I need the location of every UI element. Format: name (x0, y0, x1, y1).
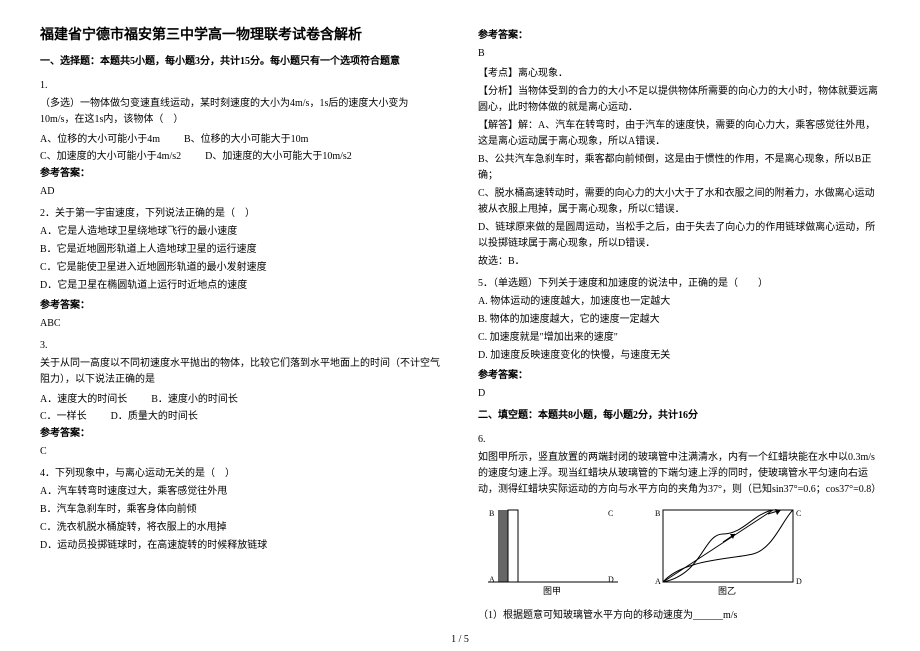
q3-ans-label: 参考答案： (40, 426, 442, 442)
q5-optD: D. 加速度反映速度变化的快慢，与速度无关 (478, 348, 880, 364)
q4-guxuan: 故选：B． (478, 254, 880, 270)
q5-optA: A. 物体运动的速度越大，加速度也一定越大 (478, 294, 880, 310)
q3-optC: C．一样长 (40, 407, 87, 422)
fig-label-B: B (489, 509, 494, 518)
section2-heading: 二、填空题：本题共8小题，每小题2分，共计16分 (478, 408, 880, 424)
q3-num: 3. (40, 338, 442, 354)
q3-optA: A．速度大的时间长 (40, 390, 127, 405)
q2-ans-label: 参考答案： (40, 298, 442, 314)
q2-optB: B．它是近地圆形轨道上人造地球卫星的运行速度 (40, 242, 442, 258)
fig-label-D: D (608, 575, 614, 584)
q5-optC: C. 加速度就是"增加出来的速度" (478, 330, 880, 346)
q4-jieda-a: 【解答】解：A、汽车在转弯时，由于汽车的速度快，需要的向心力大，乘客感觉往外甩，… (478, 118, 880, 150)
q5-optB: B. 物体的加速度越大，它的速度一定越大 (478, 312, 880, 328)
q4-ans: B (478, 46, 880, 62)
q4-optA: A．汽车转弯时速度过大，乘客感觉往外甩 (40, 484, 442, 500)
q6-stem: 如图甲所示，竖直放置的两端封闭的玻璃管中注满清水，内有一个红蜡块能在水中以0.3… (478, 450, 880, 498)
q3-stem: 关于从同一高度以不同初速度水平抛出的物体，比较它们落到水平地面上的时间（不计空气… (40, 356, 442, 388)
q1-optC: C、加速度的大小可能小于4m/s2 (40, 147, 181, 162)
q1-optD: D、加速度的大小可能大于10m/s2 (205, 147, 352, 162)
fig-label-A: A (489, 575, 495, 584)
q1-ans: AD (40, 184, 442, 200)
q4-jieda-d: D、链球原来做的是圆周运动，当松手之后，由于失去了向心力的作用链球做离心运动，所… (478, 220, 880, 252)
q6-num: 6. (478, 432, 880, 448)
q4-optD: D．运动员投掷链球时，在高速旋转的时候释放链球 (40, 538, 442, 554)
q5-stem: 5．（单选题）下列关于速度和加速度的说法中，正确的是（ ） (478, 276, 880, 292)
fig-label-C: C (608, 509, 613, 518)
q2-optD: D．它是卫星在椭圆轨道上运行时近地点的速度 (40, 278, 442, 294)
fig2-label-D: D (796, 577, 802, 586)
q4-jieda-c: C、脱水桶高速转动时，需要的向心力的大小大于了水和衣服之间的附着力，水做离心运动… (478, 186, 880, 218)
fig-caption-yi: 图乙 (718, 586, 736, 596)
q4-fenxi: 【分析】当物体受到的合力的大小不足以提供物体所需要的向心力的大小时，物体就要远离… (478, 84, 880, 116)
q3-ans: C (40, 444, 442, 460)
q1-stem: （多选）一物体做匀变速直线运动，某时刻速度的大小为4m/s，1s后的速度大小变为… (40, 96, 442, 128)
q3-optD: D．质量大的时间长 (111, 407, 198, 422)
q1-ans-label: 参考答案： (40, 166, 442, 182)
q2-stem: 2．关于第一宇宙速度，下列说法正确的是（ ） (40, 206, 442, 222)
q4-kaodian: 【考点】离心现象． (478, 66, 880, 82)
q1-num: 1. (40, 78, 442, 94)
q4-stem: 4．下列现象中，与离心运动无关的是（ ） (40, 466, 442, 482)
q1-optA: A、位移的大小可能小于4m (40, 130, 160, 145)
q5-ans: D (478, 386, 880, 402)
fig2-label-A: A (655, 577, 661, 586)
section1-heading: 一、选择题：本题共5小题，每小题3分，共计15分。每小题只有一个选项符合题意 (40, 54, 442, 70)
q4-ans-label: 参考答案： (478, 28, 880, 44)
q4-optB: B．汽车急刹车时，乘客身体向前倾 (40, 502, 442, 518)
q2-ans: ABC (40, 316, 442, 332)
q2-optC: C．它是能使卫星进入近地圆形轨道的最小发射速度 (40, 260, 442, 276)
page-number: 1 / 5 (0, 634, 920, 645)
q6-sub1: （1）根据题意可知玻璃管水平方向的移动速度为______m/s (478, 608, 880, 624)
q4-optC: C．洗衣机脱水桶旋转，将衣服上的水甩掉 (40, 520, 442, 536)
q3-optB: B．速度小的时间长 (151, 390, 238, 405)
q2-optA: A．它是人造地球卫星绕地球飞行的最小速度 (40, 224, 442, 240)
q6-figure: B A C D 图甲 B A (478, 504, 880, 602)
page-title: 福建省宁德市福安第三中学高一物理联考试卷含解析 (40, 24, 442, 44)
q4-jieda-b: B、公共汽车急刹车时，乘客都向前倾倒，这是由于惯性的作用，不是离心现象，所以B正… (478, 152, 880, 184)
fig-caption-jia: 图甲 (543, 586, 561, 596)
q5-ans-label: 参考答案： (478, 368, 880, 384)
fig2-label-C: C (796, 509, 801, 518)
q1-optB: B、位移的大小可能大于10m (184, 130, 308, 145)
fig2-label-B: B (655, 509, 660, 518)
